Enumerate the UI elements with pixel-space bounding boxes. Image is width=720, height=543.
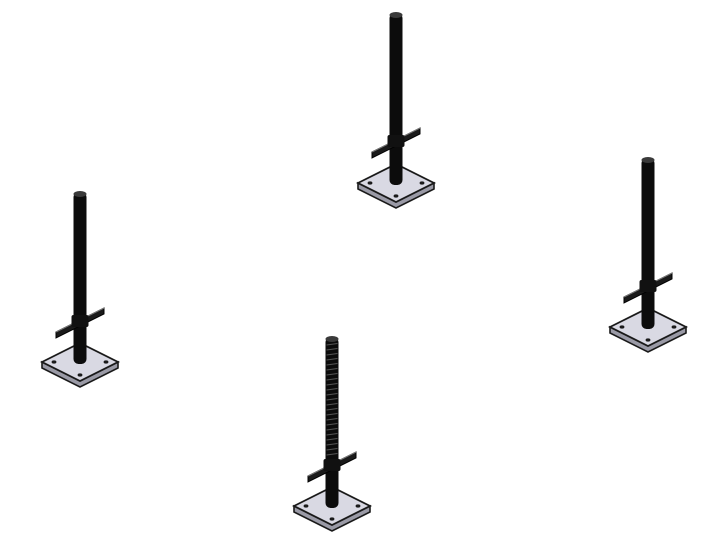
thread-line	[326, 403, 338, 406]
thread-line	[326, 368, 338, 371]
adjusting-nut	[639, 280, 657, 292]
plate-hole	[419, 181, 425, 185]
thread-line	[326, 388, 338, 391]
thread-line	[326, 383, 338, 386]
plate-hole	[51, 360, 57, 364]
adjusting-nut	[71, 315, 89, 327]
thread-line	[326, 443, 338, 446]
thread-line	[326, 363, 338, 366]
thread-line	[326, 413, 338, 416]
thread-line	[326, 438, 338, 441]
plate-hole	[355, 504, 361, 508]
thread-line	[326, 378, 338, 381]
jack-post	[641, 158, 655, 329]
post-cap	[389, 12, 403, 18]
screw-jack-back	[355, 12, 437, 209]
plate-hole	[329, 517, 335, 521]
thread-line	[326, 428, 338, 431]
thread-line	[326, 358, 338, 361]
screw-jack-right	[607, 157, 689, 353]
thread-line	[326, 408, 338, 411]
plate-hole	[393, 194, 399, 198]
thread-line	[326, 453, 338, 456]
jack-post	[325, 337, 339, 508]
thread-line	[326, 418, 338, 421]
plate-hole	[367, 181, 373, 185]
plate-hole	[77, 373, 83, 377]
thread-line	[326, 448, 338, 451]
jack-post	[389, 13, 403, 185]
thread-line	[326, 393, 338, 396]
thread-line	[326, 343, 338, 346]
adjusting-nut	[387, 135, 405, 147]
thread-line	[326, 353, 338, 356]
post-cap	[641, 157, 655, 163]
plate-hole	[303, 504, 309, 508]
plate-hole	[645, 338, 651, 342]
plate-hole	[619, 325, 625, 329]
plate-hole	[671, 325, 677, 329]
thread-line	[326, 398, 338, 401]
post-cap	[325, 336, 339, 342]
screw-jack-front	[291, 336, 373, 532]
thread-line	[326, 433, 338, 436]
thread-line	[326, 373, 338, 376]
screw-jack-left	[39, 191, 121, 388]
thread-line	[326, 423, 338, 426]
jack-post	[73, 192, 87, 364]
post-cap	[73, 191, 87, 197]
adjusting-nut	[323, 459, 341, 471]
plate-hole	[103, 360, 109, 364]
thread-line	[326, 348, 338, 351]
